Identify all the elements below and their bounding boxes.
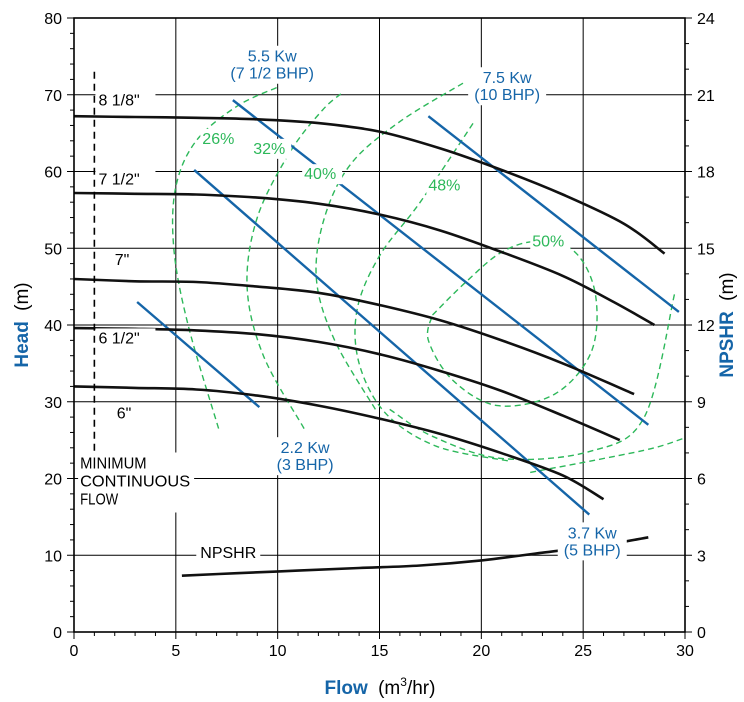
efficiency-label: 32% bbox=[253, 141, 285, 158]
mcf-label-line: MINIMUM bbox=[80, 456, 147, 473]
head-curve bbox=[73, 114, 666, 255]
y-tick-label: 40 bbox=[44, 318, 62, 335]
mcf-label-bg bbox=[78, 452, 195, 513]
efficiency-curve bbox=[354, 122, 508, 462]
y2-axis-title-bold: NPSHR bbox=[717, 311, 738, 378]
y-tick-label: 0 bbox=[53, 625, 62, 642]
power-label: 5.5 Kw bbox=[248, 49, 297, 66]
power-line bbox=[427, 115, 680, 313]
head-curve bbox=[73, 191, 656, 327]
head-curve-label: 6" bbox=[117, 406, 132, 423]
efficiency-label: 48% bbox=[428, 178, 460, 195]
x-axis-title: Flow (m3/hr) bbox=[325, 675, 436, 699]
head-curve bbox=[73, 277, 635, 396]
y2-tick-label: 18 bbox=[697, 165, 715, 182]
y2-axis-title: NPSHR (m) bbox=[717, 272, 738, 377]
x-axis-title-unit: (m bbox=[378, 678, 400, 699]
efficiency-curve bbox=[315, 82, 464, 410]
x-tick-label: 20 bbox=[472, 643, 490, 660]
efficiency-curve bbox=[389, 292, 676, 461]
mcf-label-line: FLOW bbox=[80, 492, 119, 509]
y-tick-label: 80 bbox=[44, 11, 62, 28]
efficiency-curve bbox=[530, 437, 686, 474]
efficiency-curves bbox=[171, 82, 686, 474]
power-label-bhp: (3 BHP) bbox=[277, 457, 334, 474]
head-curve-label: 7 1/2" bbox=[98, 172, 139, 189]
axes: 0 5 10 15 20 25 300102030405060708003691215182… bbox=[44, 11, 715, 660]
head-curve-label: 6 1/2" bbox=[98, 330, 139, 347]
y2-tick-label: 3 bbox=[697, 548, 706, 565]
efficiency-label-bg bbox=[530, 231, 571, 252]
x-tick-label: 30 bbox=[676, 643, 694, 660]
y-axis-title-unit: (m) bbox=[12, 282, 33, 310]
efficiency-curve bbox=[246, 91, 344, 429]
y2-tick-label: 24 bbox=[697, 11, 715, 28]
y2-tick-label: 12 bbox=[697, 318, 715, 335]
power-label: 2.2 Kw bbox=[281, 440, 330, 457]
y-tick-label: 20 bbox=[44, 472, 62, 489]
power-line bbox=[136, 301, 261, 409]
head-label-bg bbox=[111, 250, 136, 271]
efficiency-label: 40% bbox=[304, 166, 336, 183]
npshr-label: NPSHR bbox=[200, 545, 256, 562]
x-axis-title-sup: 3 bbox=[400, 675, 407, 689]
head-label-bg bbox=[95, 90, 156, 111]
power-label-bg bbox=[219, 45, 325, 84]
y-tick-label: 70 bbox=[44, 88, 62, 105]
x-tick-label: 0 bbox=[70, 643, 79, 660]
head-curve-label: 7" bbox=[115, 252, 130, 269]
head-curve-label: 8 1/8" bbox=[98, 92, 139, 109]
head-curve bbox=[73, 326, 621, 442]
efficiency-label: 26% bbox=[202, 131, 234, 148]
power-label-bg bbox=[557, 522, 627, 561]
power-label-bg bbox=[270, 437, 340, 476]
y-tick-label: 30 bbox=[44, 395, 62, 412]
head-label-bg bbox=[95, 169, 156, 190]
head-curves bbox=[73, 114, 666, 501]
head-label-bg bbox=[95, 328, 156, 349]
y2-tick-label: 9 bbox=[697, 395, 706, 412]
y2-axis-title-unit: (m) bbox=[717, 272, 738, 300]
x-tick-label: 15 bbox=[371, 643, 389, 660]
power-label-bhp: (7 1/2 BHP) bbox=[230, 66, 314, 83]
y2-tick-label: 15 bbox=[697, 241, 715, 258]
y-tick-label: 10 bbox=[44, 548, 62, 565]
efficiency-label-bg bbox=[251, 138, 292, 159]
power-label-bhp: (10 BHP) bbox=[474, 87, 540, 104]
mcf-label-line: CONTINUOUS bbox=[80, 474, 190, 491]
x-axis-title-bold: Flow bbox=[325, 678, 368, 699]
power-lines bbox=[136, 99, 680, 516]
y2-tick-label: 21 bbox=[697, 88, 715, 105]
efficiency-label: 50% bbox=[532, 234, 564, 251]
x-tick-label: 5 bbox=[171, 643, 180, 660]
y-tick-label: 50 bbox=[44, 241, 62, 258]
y-axis-title-bold: Head bbox=[12, 321, 33, 367]
power-label: 3.7 Kw bbox=[568, 525, 617, 542]
labels: 8 1/8" 7 1/2" 7" 6 1/2" 6" NPSHR MINIMUMCONTIN… bbox=[78, 45, 627, 564]
y2-tick-label: 0 bbox=[697, 625, 706, 642]
x-tick-label: 25 bbox=[574, 643, 592, 660]
power-label-bg bbox=[468, 67, 547, 106]
power-label-bhp: (5 BHP) bbox=[564, 542, 621, 559]
y-axis-title: Head (m) bbox=[12, 282, 33, 367]
y2-tick-label: 6 bbox=[697, 472, 706, 489]
head-label-bg bbox=[113, 403, 138, 424]
efficiency-label-bg bbox=[426, 175, 467, 196]
efficiency-label-bg bbox=[200, 128, 241, 149]
power-label: 7.5 Kw bbox=[483, 70, 532, 87]
x-tick-label: 10 bbox=[269, 643, 287, 660]
power-line bbox=[193, 169, 591, 516]
efficiency-label-bg bbox=[302, 164, 343, 185]
head-curve bbox=[73, 385, 605, 501]
x-axis-title-tail: /hr) bbox=[407, 678, 436, 699]
y-tick-label: 60 bbox=[44, 165, 62, 182]
npshr-label-bg bbox=[196, 543, 261, 564]
